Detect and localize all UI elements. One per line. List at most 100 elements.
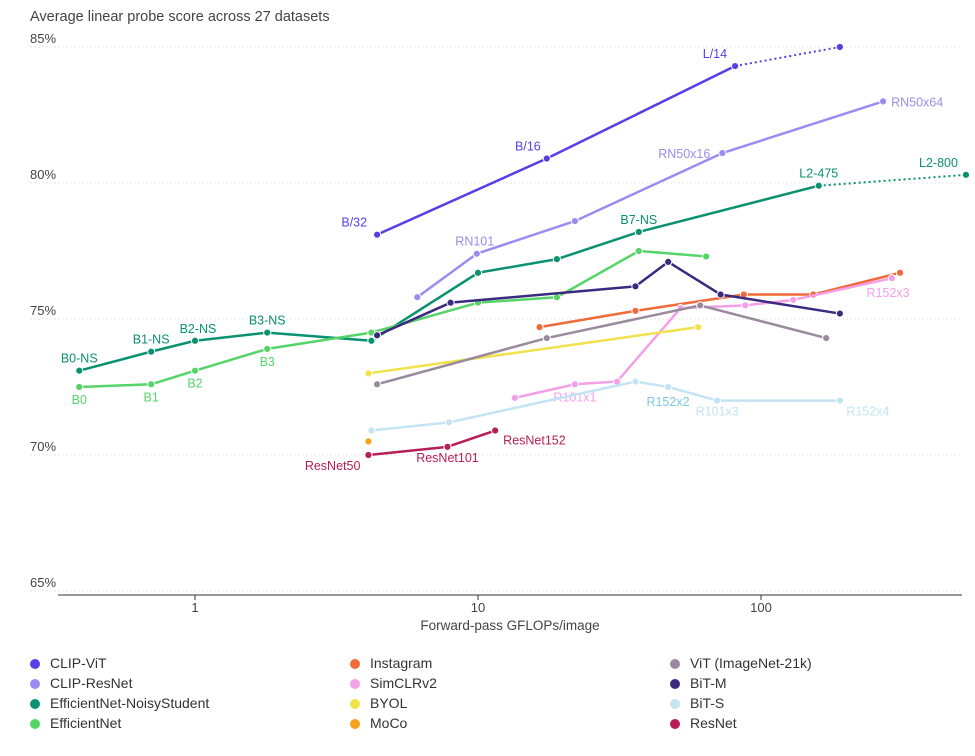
data-point xyxy=(731,61,740,71)
y-tick-label: 75% xyxy=(30,303,56,318)
data-point xyxy=(491,426,500,435)
data-label: ResNet152 xyxy=(503,434,566,448)
data-label: RN50x16 xyxy=(658,147,710,161)
legend-marker xyxy=(30,679,40,689)
data-label: L/14 xyxy=(703,47,727,61)
y-tick-label: 65% xyxy=(30,575,56,590)
data-label: R101x3 xyxy=(696,405,739,419)
legend-label: ResNet xyxy=(690,715,737,731)
legend-item: ViT (ImageNet-21k) xyxy=(670,655,812,671)
data-point xyxy=(664,382,673,392)
data-point xyxy=(835,309,844,318)
data-point xyxy=(570,380,580,389)
data-label: B/16 xyxy=(515,140,541,154)
data-point xyxy=(887,274,896,283)
data-label: R152x2 xyxy=(646,395,689,409)
data-point xyxy=(696,301,705,310)
data-label: R101x1 xyxy=(553,390,596,404)
data-label: B1 xyxy=(144,390,159,404)
legend-item: EfficientNet xyxy=(30,715,121,731)
legend-marker xyxy=(670,659,680,669)
data-point xyxy=(631,306,640,315)
data-point xyxy=(75,382,84,392)
data-point xyxy=(716,290,725,299)
data-point xyxy=(372,331,382,340)
data-point xyxy=(473,268,483,277)
legend-item: Instagram xyxy=(350,655,432,671)
data-point xyxy=(263,328,272,337)
legend-item: MoCo xyxy=(350,715,407,731)
data-point xyxy=(75,366,84,375)
data-label: B2-NS xyxy=(180,322,217,336)
data-label: B/32 xyxy=(341,216,367,230)
data-point xyxy=(446,298,455,307)
legend-label: CLIP-ViT xyxy=(50,655,107,671)
legend-marker xyxy=(350,719,360,729)
x-tick-label: 100 xyxy=(750,600,772,615)
legend-marker xyxy=(350,679,360,689)
data-point xyxy=(190,366,200,375)
data-point xyxy=(147,380,156,389)
data-label: B0 xyxy=(72,393,87,407)
data-point xyxy=(535,323,544,332)
x-axis-label: Forward-pass GFLOPs/image xyxy=(420,618,599,633)
data-point xyxy=(631,377,640,386)
data-point xyxy=(147,347,156,356)
data-point xyxy=(713,396,722,405)
data-label: R152x3 xyxy=(866,286,909,300)
data-point xyxy=(702,252,711,261)
data-point xyxy=(372,380,382,389)
data-point xyxy=(444,418,454,427)
data-point xyxy=(542,333,551,343)
legend-label: BYOL xyxy=(370,695,408,711)
data-point xyxy=(413,293,422,302)
data-point xyxy=(878,97,888,106)
data-label: ResNet101 xyxy=(416,451,479,465)
data-label: L2-475 xyxy=(799,167,838,181)
legend-label: EfficientNet-NoisyStudent xyxy=(50,695,210,711)
data-point xyxy=(542,154,551,163)
legend-marker xyxy=(30,699,40,709)
x-tick-label: 10 xyxy=(471,600,485,615)
data-point xyxy=(718,148,727,158)
data-point xyxy=(789,295,798,305)
data-point xyxy=(895,268,905,277)
data-point xyxy=(631,282,640,291)
data-point xyxy=(367,336,376,345)
data-point xyxy=(814,181,823,190)
legend-label: SimCLRv2 xyxy=(370,675,437,691)
data-point xyxy=(443,442,452,451)
legend-item: ResNet xyxy=(670,715,737,731)
series-line xyxy=(416,100,884,299)
data-point xyxy=(835,396,844,405)
legend-label: ViT (ImageNet-21k) xyxy=(690,655,812,671)
data-label: B7-NS xyxy=(620,213,657,227)
series-dotted-extension xyxy=(818,173,967,187)
data-point xyxy=(822,333,831,343)
y-tick-label: 70% xyxy=(30,439,56,454)
legend-label: EfficientNet xyxy=(50,715,122,731)
legend-marker xyxy=(670,679,680,689)
y-tick-label: 80% xyxy=(30,167,56,182)
data-label: L2-800 xyxy=(919,156,958,170)
legend-item: BiT-M xyxy=(670,675,727,691)
legend-label: BiT-S xyxy=(690,695,725,711)
legend-item: CLIP-ResNet xyxy=(30,675,132,691)
legend-label: MoCo xyxy=(370,715,408,731)
data-point xyxy=(835,42,844,52)
y-tick-label: 85% xyxy=(30,31,56,46)
data-label: RN101 xyxy=(455,235,494,249)
data-point xyxy=(664,257,673,266)
legend-label: Instagram xyxy=(370,655,433,671)
data-point xyxy=(364,369,373,378)
legend-marker xyxy=(30,659,40,669)
chart-plot-area: 65% 70% 75% 80% 85% 1 10 100 Forward-pass GFLOPs… xyxy=(30,31,971,633)
data-label: B1-NS xyxy=(133,333,170,347)
legend-marker xyxy=(30,719,40,729)
series-line xyxy=(78,184,820,372)
data-point xyxy=(570,216,580,226)
x-tick-label: 1 xyxy=(191,600,198,615)
data-point xyxy=(364,437,373,446)
chart-title: Average linear probe score across 27 dat… xyxy=(30,9,330,25)
legend-item: BiT-S xyxy=(670,695,724,711)
